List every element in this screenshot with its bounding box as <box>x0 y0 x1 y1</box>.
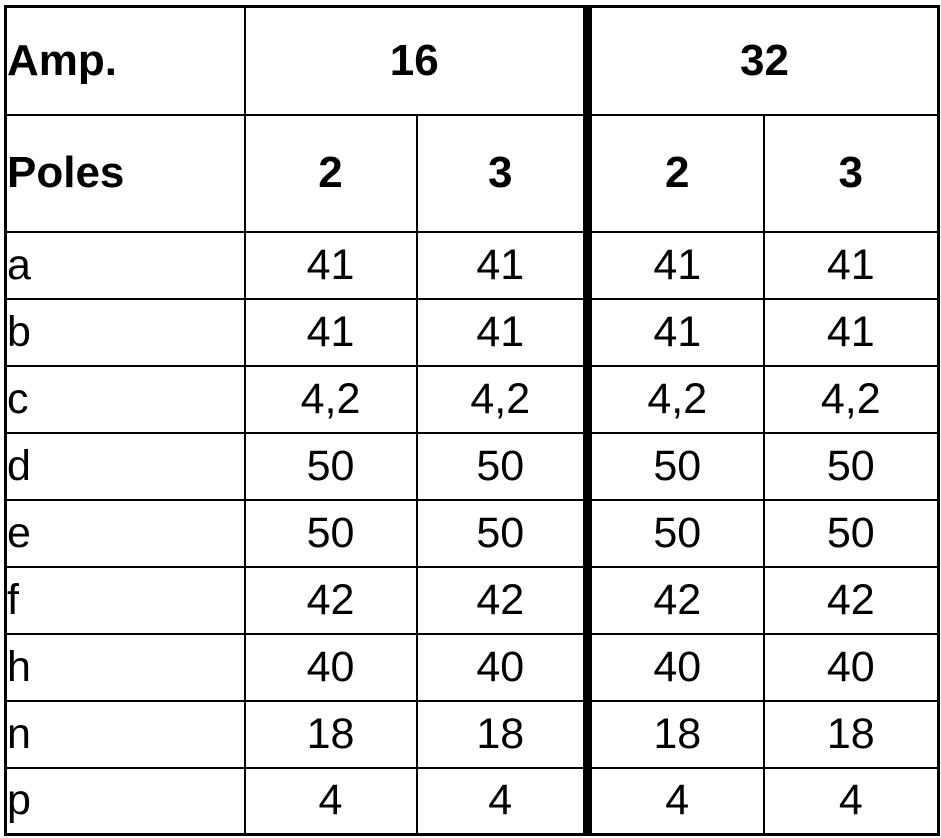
cell-value: 42 <box>243 565 418 635</box>
cell-value: 41 <box>583 230 765 300</box>
cell-value: 4,2 <box>762 364 940 434</box>
cell-value: 42 <box>583 565 765 635</box>
table-row: e 50 50 50 50 <box>4 498 940 568</box>
cell-value: 41 <box>762 297 940 367</box>
cell-value: 4 <box>583 766 765 836</box>
cell-value: 40 <box>415 632 589 702</box>
cell-value: 42 <box>762 565 940 635</box>
table-row: c 4,2 4,2 4,2 4,2 <box>4 364 940 434</box>
cell-value: 4 <box>415 766 589 836</box>
cell-value: 50 <box>583 498 765 568</box>
cell-value: 41 <box>243 297 418 367</box>
header-group-32: 32 <box>583 5 940 116</box>
cell-value: 50 <box>243 498 418 568</box>
cell-value: 41 <box>583 297 765 367</box>
header-poles-16-3: 3 <box>415 113 589 233</box>
cell-value: 50 <box>415 498 589 568</box>
cell-value: 41 <box>243 230 418 300</box>
row-label: f <box>4 565 246 635</box>
row-label: n <box>4 699 246 769</box>
table-row: n 18 18 18 18 <box>4 699 940 769</box>
cell-value: 41 <box>415 230 589 300</box>
cell-value: 40 <box>762 632 940 702</box>
table-row: p 4 4 4 4 <box>4 766 940 836</box>
row-label: d <box>4 431 246 501</box>
cell-value: 18 <box>583 699 765 769</box>
cell-value: 40 <box>243 632 418 702</box>
table-row: d 50 50 50 50 <box>4 431 940 501</box>
table-header-row-poles: Poles 2 3 2 3 <box>4 113 940 233</box>
table-row: f 42 42 42 42 <box>4 565 940 635</box>
table-row: h 40 40 40 40 <box>4 632 940 702</box>
cell-value: 4 <box>762 766 940 836</box>
cell-value: 40 <box>583 632 765 702</box>
table-row: b 41 41 41 41 <box>4 297 940 367</box>
cell-value: 18 <box>415 699 589 769</box>
header-poles-32-3: 3 <box>762 113 940 233</box>
header-group-16: 16 <box>243 5 589 116</box>
row-label: h <box>4 632 246 702</box>
table-row: a 41 41 41 41 <box>4 230 940 300</box>
cell-value: 50 <box>243 431 418 501</box>
cell-value: 4,2 <box>583 364 765 434</box>
cell-value: 41 <box>415 297 589 367</box>
cell-value: 42 <box>415 565 589 635</box>
row-label: c <box>4 364 246 434</box>
cell-value: 50 <box>762 498 940 568</box>
cell-value: 50 <box>415 431 589 501</box>
cell-value: 41 <box>762 230 940 300</box>
header-corner-poles: Poles <box>4 113 246 233</box>
header-poles-32-2: 2 <box>583 113 765 233</box>
row-label: a <box>4 230 246 300</box>
cell-value: 4 <box>243 766 418 836</box>
row-label: b <box>4 297 246 367</box>
cell-value: 50 <box>583 431 765 501</box>
cell-value: 18 <box>762 699 940 769</box>
cell-value: 18 <box>243 699 418 769</box>
header-corner-amp: Amp. <box>4 5 246 116</box>
specification-table: Amp. 16 32 Poles 2 3 2 3 a 41 41 41 41 b… <box>4 5 941 836</box>
cell-value: 50 <box>762 431 940 501</box>
cell-value: 4,2 <box>415 364 589 434</box>
row-label: e <box>4 498 246 568</box>
row-label: p <box>4 766 246 836</box>
cell-value: 4,2 <box>243 364 418 434</box>
header-poles-16-2: 2 <box>243 113 418 233</box>
table-header-row-amp: Amp. 16 32 <box>4 5 940 116</box>
